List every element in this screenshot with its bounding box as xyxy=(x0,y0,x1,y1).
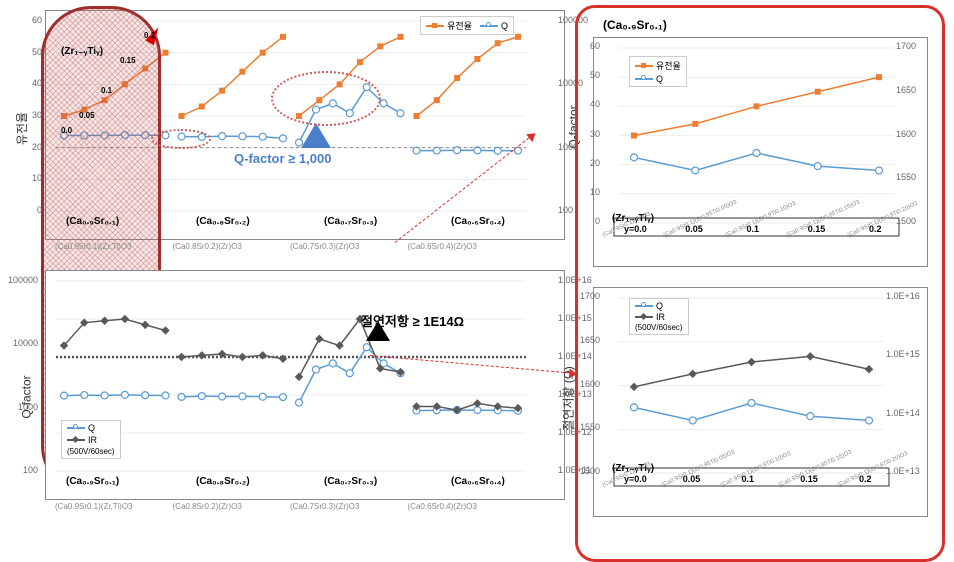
ti-label: 0.15 xyxy=(120,56,136,65)
ti-label: 0.0 xyxy=(61,126,72,135)
legend-topright: 유전율 Q xyxy=(629,56,687,87)
legend-item-q: Q xyxy=(67,423,115,433)
legend-label: 유전율 xyxy=(447,19,472,32)
dotted-circle-1 xyxy=(271,71,381,126)
legend-label: Q xyxy=(88,423,95,433)
legend-item-perm: 유전율 xyxy=(635,59,681,72)
legend-label: IR xyxy=(88,435,97,445)
legend-label: Q xyxy=(656,301,663,311)
group-label: (Ca₀.₆Sr₀.₄) xyxy=(451,476,505,487)
left-panel: 유전율 유전율 Q (Zr₁₋ᵧTiᵧ) Q-factor ≥ 1,000 0.… xyxy=(0,0,570,557)
group-label: (Ca₀.₈Sr₀.₂) xyxy=(196,476,250,487)
legend-item-q: Q xyxy=(635,301,683,311)
chart-top-left: 유전율 Q (Zr₁₋ᵧTiᵧ) Q-factor ≥ 1,000 0.0 0.… xyxy=(45,10,565,240)
legend-label: Q xyxy=(656,74,663,84)
group-label: (Ca₀.₆Sr₀.₄) xyxy=(451,216,505,227)
group-label: (Ca₀.₈Sr₀.₂) xyxy=(196,216,250,227)
chart-bottom-left: 절연저항 ≥ 1E14Ω Q IR (500V/60sec) (Ca₀.₉Sr₀… xyxy=(45,270,565,500)
group-label: (Ca₀.₇Sr₀.₃) xyxy=(324,476,377,487)
chart-top-right: 유전율 Q (Zr₁₋ᵧTiᵧ) y=0.00.050.10.150.2 xyxy=(593,37,928,267)
ti-label: 0.1 xyxy=(101,86,112,95)
legend-item-q: Q xyxy=(635,74,681,84)
right-title: (Ca₀.₉Sr₀.₁) xyxy=(603,18,927,32)
ti-label: 0.2 xyxy=(144,31,155,40)
chart-svg-bottomleft xyxy=(46,271,566,501)
ti-label: 0.05 xyxy=(79,111,95,120)
y1-label-bottomleft: Q-factor xyxy=(20,375,34,418)
group-label: (Ca₀.₉Sr₀.₁) xyxy=(66,476,119,487)
dotted-circle-2 xyxy=(151,129,211,149)
legend-label: Q xyxy=(501,21,508,31)
zrti-annotation: (Zr₁₋ᵧTiᵧ) xyxy=(61,46,103,57)
legend-item-q: Q xyxy=(480,19,508,32)
main-container: 유전율 유전율 Q (Zr₁₋ᵧTiᵧ) Q-factor ≥ 1,000 0.… xyxy=(0,0,954,557)
right-panel: (Ca₀.₉Sr₀.₁) 유전율 Q (Zr₁₋ᵧTiᵧ) y=0.00.050… xyxy=(575,5,945,562)
legend-item-ir: IR xyxy=(67,435,115,445)
ir-note: (500V/60sec) xyxy=(67,447,115,456)
ir-note: (500V/60sec) xyxy=(635,323,683,332)
group-label: (Ca₀.₉Sr₀.₁) xyxy=(66,216,119,227)
q-threshold-label: Q-factor ≥ 1,000 xyxy=(234,151,331,166)
chart-bottom-right: Q IR (500V/60sec) (Zr₁₋ᵧTiᵧ) y=0.00.050.… xyxy=(593,287,928,517)
legend-label: 유전율 xyxy=(656,59,681,72)
legend-bottomleft: Q IR (500V/60sec) xyxy=(61,420,121,459)
legend-bottomright: Q IR (500V/60sec) xyxy=(629,298,689,335)
group-label: (Ca₀.₇Sr₀.₃) xyxy=(324,216,377,227)
legend-label: IR xyxy=(656,312,665,322)
blue-arrow-icon xyxy=(301,123,331,148)
legend-item-perm: 유전율 xyxy=(426,19,472,32)
black-arrow-icon xyxy=(366,321,390,341)
legend-topleft: 유전율 Q xyxy=(420,16,514,35)
legend-item-ir: IR xyxy=(635,312,683,322)
